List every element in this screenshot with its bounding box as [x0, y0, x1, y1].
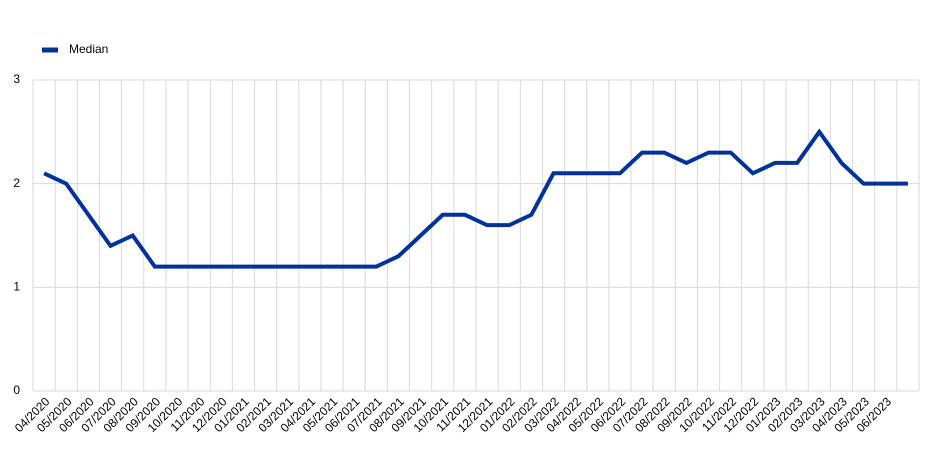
legend-label: Median — [69, 42, 108, 56]
y-tick-label: 1 — [13, 280, 20, 294]
y-tick-label: 3 — [13, 72, 20, 86]
y-tick-label: 2 — [13, 176, 20, 190]
line — [43, 128, 908, 269]
y-tick-label: 0 — [13, 383, 20, 397]
